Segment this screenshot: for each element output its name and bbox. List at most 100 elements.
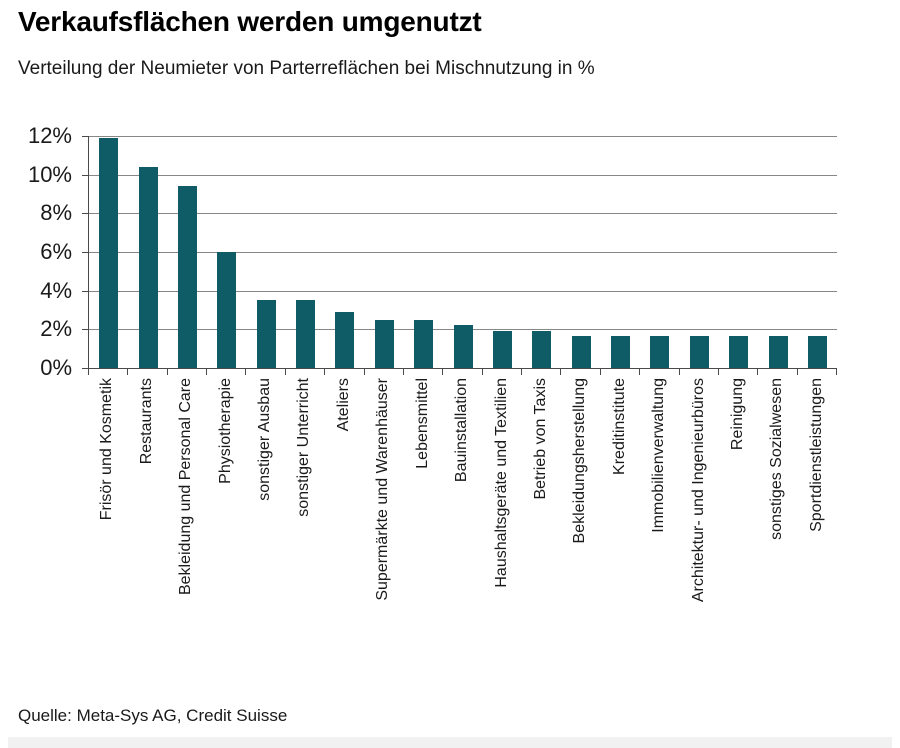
- x-tick-mark: [245, 369, 246, 375]
- gridline: [89, 175, 837, 176]
- x-tick-mark: [600, 369, 601, 375]
- bar-slot: [522, 136, 561, 368]
- y-tick-label: 8%: [40, 200, 72, 225]
- x-label-slot: Reinigung: [719, 378, 758, 450]
- x-category-label: Bauinstallation: [453, 378, 471, 483]
- x-label-slot: sonstiger Ausbau: [246, 378, 285, 501]
- bar-slot: [207, 136, 246, 368]
- bar-slot: [680, 136, 719, 368]
- x-label-slot: sonstiges Sozialwesen: [758, 378, 797, 540]
- x-label-slot: Betrieb von Taxis: [522, 378, 561, 500]
- bar: [532, 331, 552, 368]
- gridline: [89, 291, 837, 292]
- bar-slot: [719, 136, 758, 368]
- x-category-label: Haushaltsgeräte und Textilien: [492, 378, 510, 588]
- bar-slot: [365, 136, 404, 368]
- bar: [138, 166, 158, 368]
- y-tick-mark: [82, 252, 88, 253]
- bar-slot: [404, 136, 443, 368]
- x-tick-mark: [324, 369, 325, 375]
- x-category-label: sonstiges Sozialwesen: [768, 378, 786, 540]
- x-label-slot: Immobilienverwaltung: [640, 378, 679, 533]
- x-tick-mark: [757, 369, 758, 375]
- x-category-label: Lebensmittel: [413, 378, 431, 469]
- x-tick-mark: [127, 369, 128, 375]
- bar-slot: [562, 136, 601, 368]
- x-label-slot: sonstiger Unterricht: [285, 378, 324, 517]
- y-tick-label: 0%: [40, 355, 72, 380]
- bar-slot: [443, 136, 482, 368]
- bar: [453, 325, 473, 368]
- source-note: Quelle: Meta-Sys AG, Credit Suisse: [18, 706, 288, 725]
- bottom-strip: [8, 737, 892, 748]
- bar-slot: [286, 136, 325, 368]
- x-label-slot: Architektur- und Ingenieurbüros: [679, 378, 718, 602]
- x-tick-mark: [679, 369, 680, 375]
- gridline: [89, 136, 837, 137]
- bar: [217, 252, 237, 368]
- x-category-label: Sportdienstleistungen: [807, 378, 825, 532]
- gridline: [89, 213, 837, 214]
- bar: [807, 336, 827, 368]
- bar: [729, 336, 749, 368]
- x-category-label: Kreditinstitute: [610, 378, 628, 475]
- x-tick-mark: [836, 369, 837, 375]
- bar-slot: [89, 136, 128, 368]
- x-axis-labels: Frisör und Kosmetik Restaurants Bekleidung…: [88, 378, 837, 633]
- y-tick-label: 2%: [40, 316, 72, 341]
- plot-area: [88, 136, 837, 369]
- x-label-slot: Supermärkte und Warenhäuser: [364, 378, 403, 601]
- x-tick-mark: [285, 369, 286, 375]
- x-label-slot: Haushaltsgeräte und Textilien: [482, 378, 521, 588]
- x-category-label: Frisör und Kosmetik: [98, 378, 116, 521]
- x-category-label: Physiotherapie: [216, 378, 234, 484]
- x-category-label: Betrieb von Taxis: [531, 378, 549, 500]
- bar: [768, 336, 788, 368]
- bars-container: [89, 136, 837, 368]
- x-label-slot: Bekleidungsherstellung: [561, 378, 600, 543]
- x-category-label: Reinigung: [729, 378, 747, 451]
- x-category-label: Bekleidungsherstellung: [571, 378, 589, 544]
- bar: [689, 336, 709, 368]
- x-tick-mark: [718, 369, 719, 375]
- bar-slot: [798, 136, 837, 368]
- x-category-label: Restaurants: [137, 378, 155, 465]
- x-label-slot: Bekleidung und Personal Care: [167, 378, 206, 595]
- bar-slot: [601, 136, 640, 368]
- x-tick-mark: [560, 369, 561, 375]
- x-tick-mark: [442, 369, 443, 375]
- y-tick-mark: [82, 329, 88, 330]
- y-tick-label: 10%: [27, 162, 72, 187]
- x-tick-mark: [167, 369, 168, 375]
- bar-slot: [758, 136, 797, 368]
- x-tick-mark: [364, 369, 365, 375]
- x-label-slot: Sportdienstleistungen: [798, 378, 837, 532]
- y-tick-mark: [82, 291, 88, 292]
- x-tick-mark: [639, 369, 640, 375]
- x-category-label: sonstiger Unterricht: [295, 378, 313, 517]
- y-tick-label: 6%: [40, 239, 72, 264]
- bar: [650, 336, 670, 368]
- bar: [611, 336, 631, 368]
- bar: [296, 300, 316, 368]
- x-label-slot: Restaurants: [127, 378, 166, 464]
- y-tick-mark: [82, 368, 88, 369]
- bar-slot: [640, 136, 679, 368]
- bar: [99, 137, 119, 368]
- y-tick-mark: [82, 175, 88, 176]
- x-tick-mark: [403, 369, 404, 375]
- y-tick-mark: [82, 136, 88, 137]
- y-tick-label: 12%: [27, 123, 72, 148]
- bar: [414, 319, 434, 368]
- x-tick-mark: [797, 369, 798, 375]
- bar-slot: [247, 136, 286, 368]
- x-tick-mark: [206, 369, 207, 375]
- y-tick-label: 4%: [40, 278, 72, 303]
- x-label-slot: Bauinstallation: [443, 378, 482, 482]
- x-tick-mark: [88, 369, 89, 375]
- gridline: [89, 252, 837, 253]
- x-label-slot: Kreditinstitute: [600, 378, 639, 475]
- x-category-label: sonstiger Ausbau: [256, 378, 273, 501]
- x-label-slot: Frisör und Kosmetik: [88, 378, 127, 520]
